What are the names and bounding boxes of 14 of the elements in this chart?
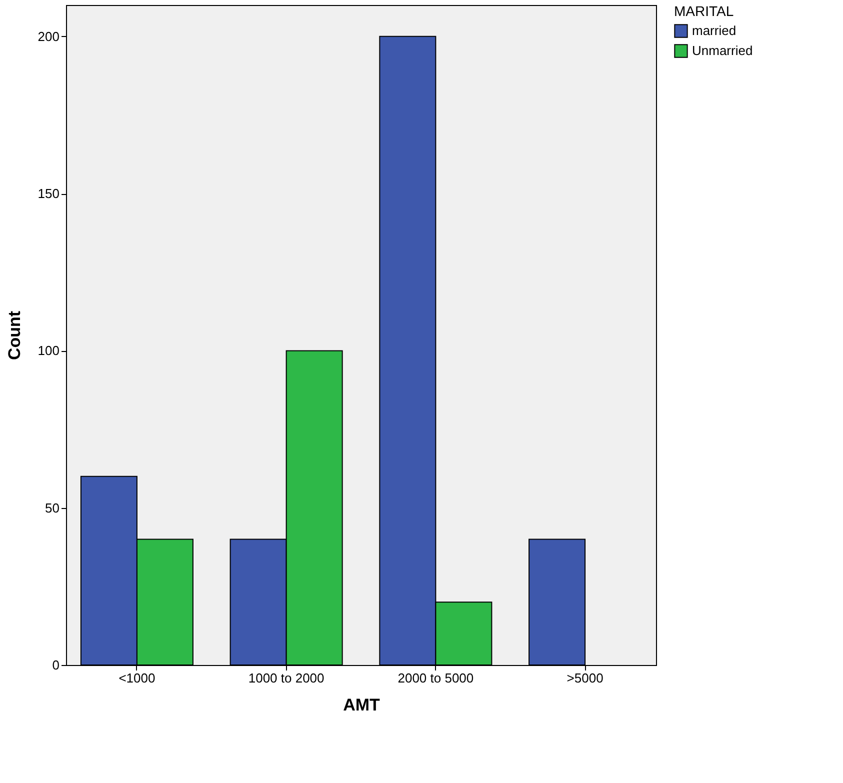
x-axis-title: AMT [343, 696, 381, 714]
legend-label: married [692, 23, 736, 38]
y-tick-label: 100 [38, 343, 60, 358]
x-tick-label: 2000 to 5000 [398, 670, 474, 686]
x-tick-label: >5000 [566, 670, 604, 686]
y-tick-label: 0 [52, 658, 60, 672]
y-tick-label: 200 [38, 28, 60, 44]
legend-title: MARITAL [674, 3, 734, 19]
x-tick-label: 1000 to 2000 [248, 670, 324, 686]
x-tick-label: <1000 [118, 670, 156, 686]
y-axis-title: Count [4, 310, 24, 360]
legend-label: Unmarried [692, 43, 753, 58]
y-tick-label: 50 [45, 500, 60, 516]
y-tick-label: 150 [38, 186, 60, 202]
